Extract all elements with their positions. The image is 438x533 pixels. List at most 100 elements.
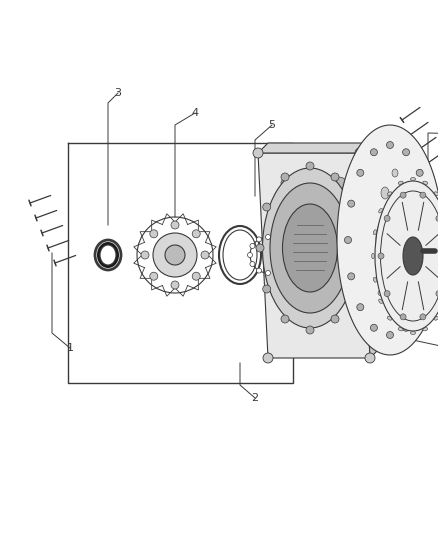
Circle shape xyxy=(165,245,185,265)
Circle shape xyxy=(345,237,352,244)
Circle shape xyxy=(171,281,179,289)
Circle shape xyxy=(357,169,364,176)
Circle shape xyxy=(275,268,279,273)
Circle shape xyxy=(263,353,273,363)
Ellipse shape xyxy=(410,332,416,335)
Polygon shape xyxy=(360,143,380,358)
Circle shape xyxy=(153,233,197,277)
Circle shape xyxy=(416,169,423,176)
Ellipse shape xyxy=(410,177,416,181)
Circle shape xyxy=(348,273,355,280)
Circle shape xyxy=(371,149,378,156)
Text: 4: 4 xyxy=(191,108,198,118)
Ellipse shape xyxy=(434,192,438,196)
Ellipse shape xyxy=(379,299,382,303)
Circle shape xyxy=(348,200,355,207)
Circle shape xyxy=(281,244,286,248)
Circle shape xyxy=(331,173,339,181)
Ellipse shape xyxy=(223,230,257,280)
Circle shape xyxy=(331,315,339,323)
Circle shape xyxy=(275,237,279,242)
Ellipse shape xyxy=(381,187,389,199)
Circle shape xyxy=(281,262,286,266)
Ellipse shape xyxy=(387,192,392,196)
Circle shape xyxy=(400,314,406,320)
Circle shape xyxy=(436,290,438,297)
Circle shape xyxy=(263,285,271,293)
Text: 5: 5 xyxy=(268,120,276,130)
Circle shape xyxy=(355,148,365,158)
Ellipse shape xyxy=(375,181,438,331)
Circle shape xyxy=(256,244,264,252)
Circle shape xyxy=(403,149,410,156)
Ellipse shape xyxy=(385,219,395,227)
Circle shape xyxy=(192,272,200,280)
Ellipse shape xyxy=(423,181,428,184)
Ellipse shape xyxy=(403,237,423,275)
Circle shape xyxy=(263,203,271,211)
Circle shape xyxy=(306,162,314,170)
Text: 2: 2 xyxy=(251,393,258,403)
Circle shape xyxy=(250,244,255,248)
Circle shape xyxy=(384,290,390,297)
Ellipse shape xyxy=(371,254,374,259)
Circle shape xyxy=(378,253,384,259)
Ellipse shape xyxy=(262,168,357,328)
Text: 3: 3 xyxy=(114,88,121,98)
Circle shape xyxy=(141,251,149,259)
Ellipse shape xyxy=(373,230,377,235)
Circle shape xyxy=(386,141,393,149)
Circle shape xyxy=(247,253,252,257)
Ellipse shape xyxy=(270,183,350,313)
Circle shape xyxy=(257,268,261,273)
Circle shape xyxy=(349,285,357,293)
Circle shape xyxy=(425,200,432,207)
Circle shape xyxy=(150,272,158,280)
Circle shape xyxy=(281,173,289,181)
Ellipse shape xyxy=(329,177,347,189)
Circle shape xyxy=(257,237,261,242)
Circle shape xyxy=(356,244,364,252)
Ellipse shape xyxy=(392,169,398,177)
Circle shape xyxy=(371,324,378,332)
Circle shape xyxy=(265,235,271,239)
Circle shape xyxy=(425,273,432,280)
Circle shape xyxy=(400,192,406,198)
Circle shape xyxy=(171,221,179,229)
Circle shape xyxy=(365,353,375,363)
Circle shape xyxy=(192,230,200,238)
Ellipse shape xyxy=(387,317,392,320)
Ellipse shape xyxy=(398,328,403,331)
Text: 1: 1 xyxy=(67,343,74,353)
Circle shape xyxy=(265,271,271,276)
Ellipse shape xyxy=(379,208,382,213)
Circle shape xyxy=(150,230,158,238)
Circle shape xyxy=(436,215,438,221)
Ellipse shape xyxy=(434,317,438,320)
Circle shape xyxy=(403,324,410,332)
Circle shape xyxy=(306,326,314,334)
Ellipse shape xyxy=(423,328,428,331)
Circle shape xyxy=(386,332,393,338)
Circle shape xyxy=(349,203,357,211)
Ellipse shape xyxy=(283,204,338,292)
Ellipse shape xyxy=(384,258,392,268)
Ellipse shape xyxy=(398,181,403,184)
Circle shape xyxy=(357,304,364,311)
Ellipse shape xyxy=(376,215,404,265)
Circle shape xyxy=(416,304,423,311)
Circle shape xyxy=(283,253,289,257)
Ellipse shape xyxy=(281,177,299,189)
Polygon shape xyxy=(258,153,370,358)
Circle shape xyxy=(253,148,263,158)
Ellipse shape xyxy=(373,277,377,282)
Circle shape xyxy=(420,314,426,320)
Circle shape xyxy=(201,251,209,259)
Polygon shape xyxy=(258,143,372,153)
Ellipse shape xyxy=(100,245,116,265)
Circle shape xyxy=(281,315,289,323)
Ellipse shape xyxy=(378,290,386,296)
Circle shape xyxy=(250,262,255,266)
Polygon shape xyxy=(337,125,438,355)
Circle shape xyxy=(384,215,390,221)
